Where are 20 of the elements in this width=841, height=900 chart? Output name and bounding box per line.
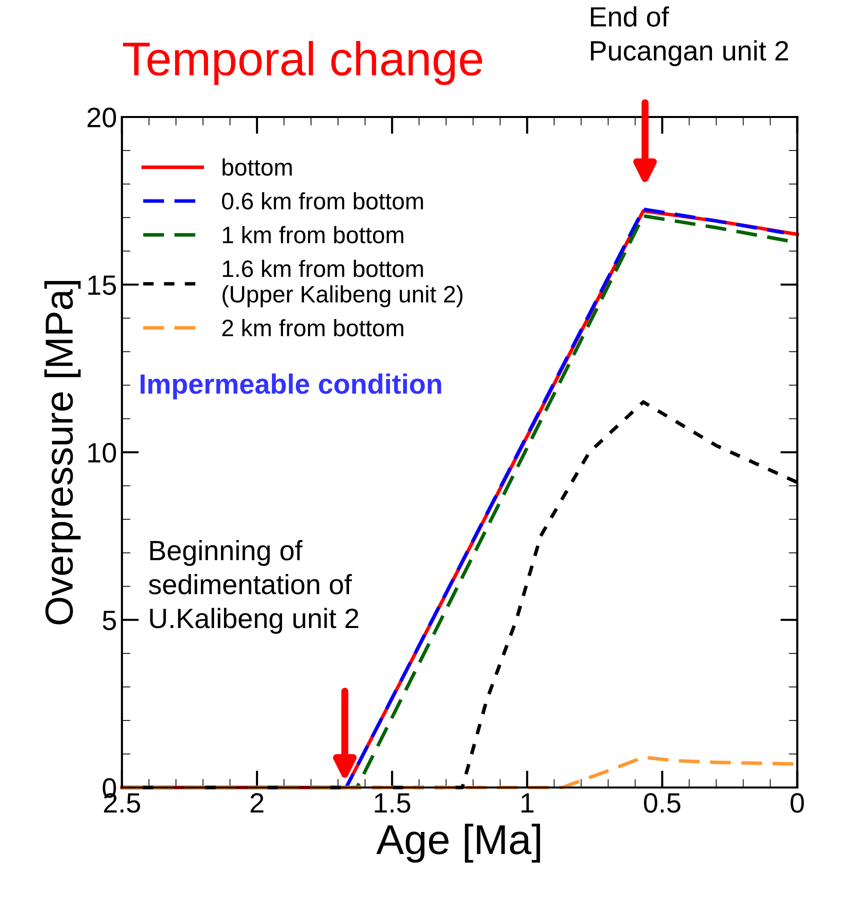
legend-label: 1.6 km from bottom (Upper Kalibeng unit 2) bbox=[222, 260, 462, 308]
y-axis-title: Overpressure [MPa] bbox=[44, 281, 81, 624]
chart-title: Temporal change bbox=[123, 40, 482, 86]
x-tick-label: 0 bbox=[790, 793, 804, 813]
text: End of Pucangan unit 2 bbox=[590, 6, 788, 66]
annotation: Impermeable condition bbox=[140, 374, 442, 400]
y-tick-label: 5 bbox=[102, 610, 116, 630]
x-tick-label: 0.5 bbox=[644, 793, 680, 813]
legend-label: 1 km from bottom bbox=[222, 226, 404, 244]
x-tick-label: 2 bbox=[250, 793, 264, 812]
y-tick-label: 15 bbox=[88, 276, 116, 295]
x-axis-title: Age [Ma] bbox=[376, 824, 540, 863]
legend-label: 2 km from bottom bbox=[222, 319, 404, 336]
y-tick-label: 20 bbox=[88, 108, 116, 128]
y-tick-label: 10 bbox=[88, 442, 116, 463]
x-tick-label: 1 bbox=[522, 793, 534, 812]
x-tick-label: 1.5 bbox=[374, 793, 410, 813]
annotation: Beginning of sedimentation of U.Kalibeng unit 2 bbox=[148, 540, 358, 634]
legend-label: 0.6 km from bottom bbox=[222, 192, 423, 210]
legend-label: bottom bbox=[222, 158, 292, 176]
